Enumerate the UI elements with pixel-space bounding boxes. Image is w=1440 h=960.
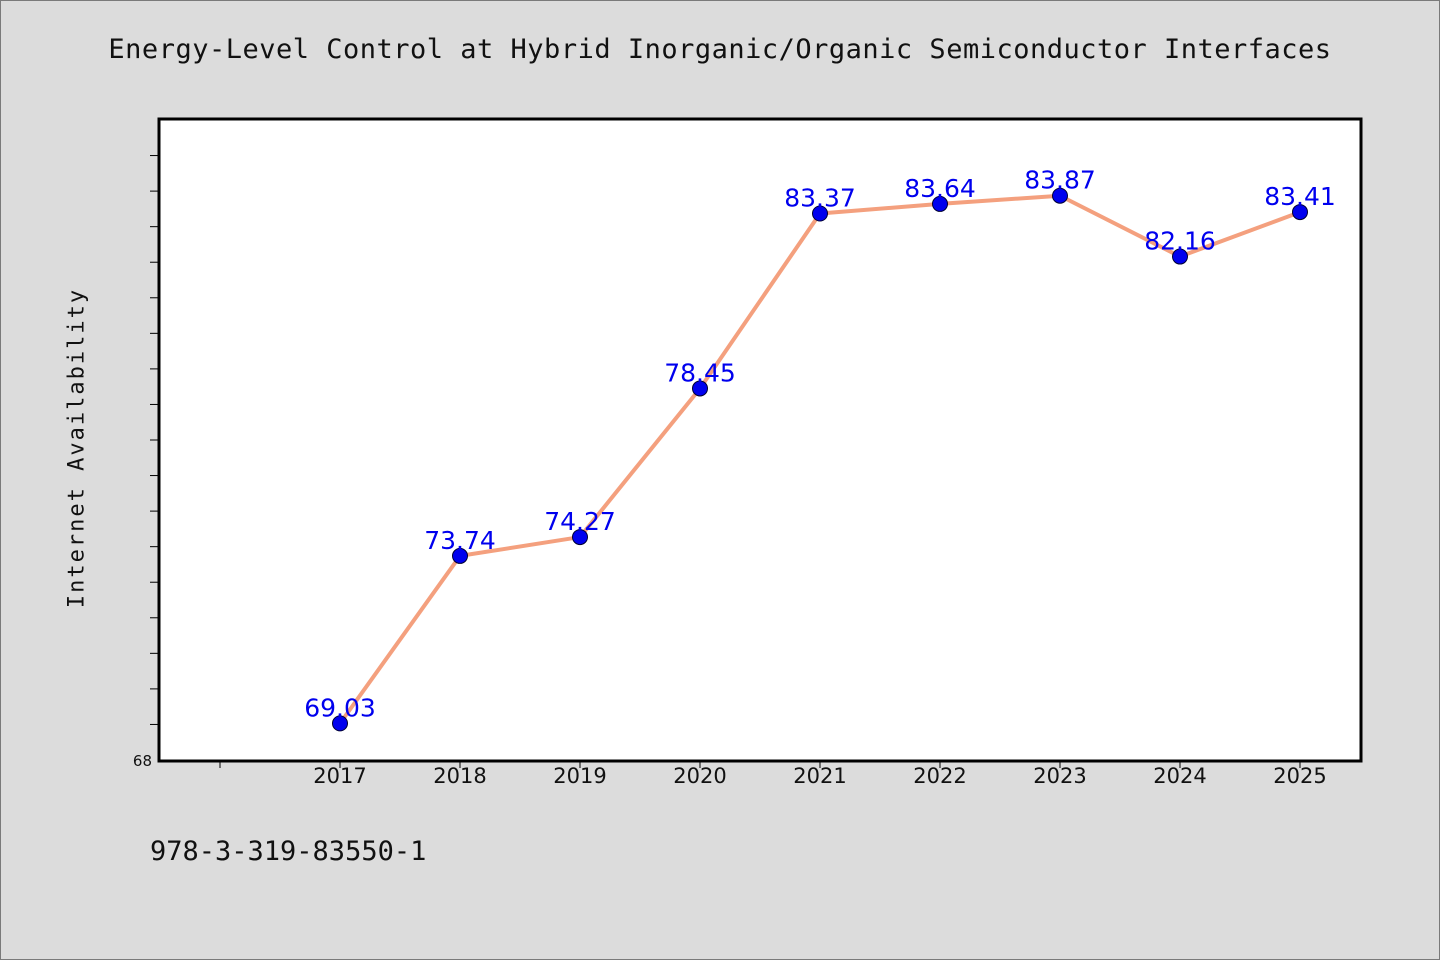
x-tick-label: 2019: [553, 764, 606, 788]
x-tick-label: 2023: [1033, 764, 1086, 788]
chart-title: Energy-Level Control at Hybrid Inorganic…: [108, 34, 1332, 65]
x-tick-label: 2022: [913, 764, 966, 788]
data-point-marker: [692, 380, 708, 397]
data-label: 74.27: [544, 507, 616, 536]
footer-isbn: 978-3-319-83550-1: [150, 836, 427, 867]
data-label: 83.37: [784, 184, 856, 213]
data-point-marker: [1292, 204, 1308, 221]
data-point-marker: [1172, 248, 1188, 265]
x-tick-label: 2021: [793, 764, 846, 788]
plot-area: [157, 117, 1363, 763]
data-label: 83.41: [1264, 182, 1336, 211]
data-point-marker: [812, 205, 828, 222]
x-tick-label: 2018: [433, 764, 486, 788]
data-point-marker: [452, 547, 468, 564]
x-tick-label: 2020: [673, 764, 726, 788]
data-point-marker: [932, 195, 948, 212]
data-point-marker: [572, 529, 588, 546]
data-label: 69.03: [304, 693, 376, 722]
data-label: 83.64: [904, 174, 976, 203]
data-labels: 69.03 73.74 74.27 78.45 83.37 83.64 83.87 82.16…: [304, 166, 1336, 723]
data-point-marker: [1052, 187, 1068, 204]
x-tick-label: 2024: [1153, 764, 1206, 788]
x-axis-ticks: 2017 2018 2019 2020 2021 2022 2023 2024 2025: [219, 760, 1327, 788]
data-point-marker: [332, 715, 348, 732]
x-tick-label: 2025: [1273, 764, 1326, 788]
data-label: 83.87: [1024, 166, 1096, 195]
data-label: 73.74: [424, 526, 496, 555]
data-label: 82.16: [1144, 227, 1216, 256]
x-tick-label: 2017: [313, 764, 366, 788]
data-label: 78.45: [664, 358, 736, 387]
data-markers: [332, 187, 1308, 732]
y-axis-ticks: 68: [133, 155, 160, 770]
y-tick-label: 68: [133, 752, 152, 770]
